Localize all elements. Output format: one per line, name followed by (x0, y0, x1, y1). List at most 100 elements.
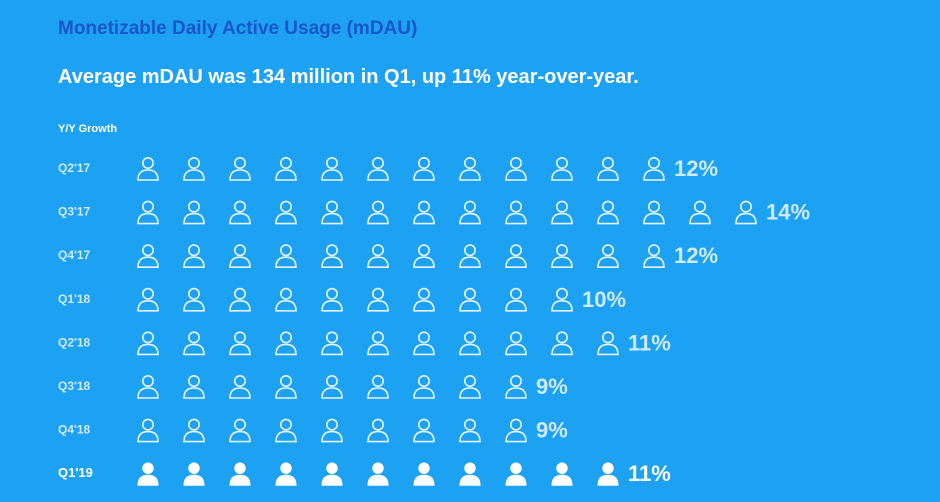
category-label: Q2'18 (58, 335, 91, 349)
person-icon (137, 200, 159, 225)
person-icon (367, 374, 389, 399)
person-icon (275, 462, 297, 486)
person-icon (413, 244, 435, 268)
person-icon (321, 418, 343, 443)
person-icon (643, 157, 665, 181)
person-icon (183, 418, 205, 443)
bar-row: Q3'18 9% (58, 374, 568, 399)
person-icon (183, 374, 205, 399)
person-icon (505, 418, 527, 443)
person-icon (551, 200, 573, 225)
person-icon (505, 157, 527, 181)
person-icon (551, 287, 573, 312)
bar-row: Q4'18 9% (58, 418, 568, 443)
bar-row: Q3'17 14% (58, 200, 810, 225)
category-label: Q1'18 (58, 292, 91, 306)
person-icon (229, 374, 251, 399)
person-icon (505, 462, 527, 486)
person-icon (321, 287, 343, 312)
bar-row: Q1'19 11% (58, 461, 671, 486)
y-axis-label: Y/Y Growth (58, 123, 118, 135)
person-icon (367, 331, 389, 356)
person-icon (275, 418, 297, 443)
person-icon (459, 331, 481, 356)
person-icon (551, 157, 573, 181)
person-icon (413, 200, 435, 225)
person-icon (459, 157, 481, 181)
person-icon (643, 244, 665, 268)
value-label: 11% (628, 330, 671, 355)
person-icon (689, 200, 711, 225)
person-icon (321, 157, 343, 181)
person-icon (183, 244, 205, 268)
person-icon (459, 200, 481, 225)
bar-row: Q2'17 12% (58, 156, 718, 181)
person-icon (413, 462, 435, 486)
person-icon (597, 244, 619, 268)
person-icon (229, 157, 251, 181)
person-icon (137, 418, 159, 443)
person-icon (275, 244, 297, 268)
person-icon (597, 462, 619, 486)
person-icon (229, 331, 251, 356)
person-icon (229, 418, 251, 443)
person-icon (597, 157, 619, 181)
bar-row: Q1'18 10% (58, 287, 626, 312)
person-icon (275, 157, 297, 181)
person-icon (413, 157, 435, 181)
person-icon (183, 462, 205, 486)
person-icon (459, 462, 481, 486)
person-icon (413, 287, 435, 312)
person-icon (137, 287, 159, 312)
person-icon (551, 462, 573, 486)
person-icon (505, 331, 527, 356)
person-icon (597, 331, 619, 356)
category-label: Q1'19 (58, 465, 93, 480)
person-icon (459, 287, 481, 312)
person-icon (183, 331, 205, 356)
value-label: 9% (536, 418, 568, 443)
person-icon (183, 287, 205, 312)
value-label: 9% (536, 374, 568, 399)
value-label: 14% (766, 200, 810, 225)
person-icon (137, 462, 159, 486)
value-label: 12% (674, 243, 718, 268)
value-label: 11% (628, 461, 671, 486)
person-icon (275, 331, 297, 356)
person-icon (367, 200, 389, 225)
category-label: Q2'17 (58, 161, 91, 175)
person-icon (367, 244, 389, 268)
person-icon (505, 374, 527, 399)
bar-row: Q4'17 12% (58, 243, 718, 268)
bar-row: Q2'18 11% (58, 330, 671, 355)
person-icon (321, 244, 343, 268)
category-label: Q4'17 (58, 248, 91, 262)
chart-title: Monetizable Daily Active Usage (mDAU) (58, 18, 418, 39)
person-icon (229, 244, 251, 268)
person-icon (183, 157, 205, 181)
person-icon (321, 374, 343, 399)
person-icon (735, 200, 757, 225)
person-icon (505, 287, 527, 312)
person-icon (551, 331, 573, 356)
person-icon (551, 244, 573, 268)
person-icon (321, 331, 343, 356)
person-icon (137, 331, 159, 356)
person-icon (505, 244, 527, 268)
value-label: 10% (582, 287, 626, 312)
category-label: Q3'17 (58, 205, 91, 219)
person-icon (321, 200, 343, 225)
person-icon (413, 418, 435, 443)
person-icon (137, 244, 159, 268)
category-label: Q4'18 (58, 423, 91, 437)
person-icon (367, 418, 389, 443)
person-icon (229, 200, 251, 225)
person-icon (459, 244, 481, 268)
person-icon (229, 462, 251, 486)
person-icon (413, 374, 435, 399)
value-label: 12% (674, 156, 718, 181)
person-icon (229, 287, 251, 312)
person-icon (275, 287, 297, 312)
person-icon (183, 200, 205, 225)
